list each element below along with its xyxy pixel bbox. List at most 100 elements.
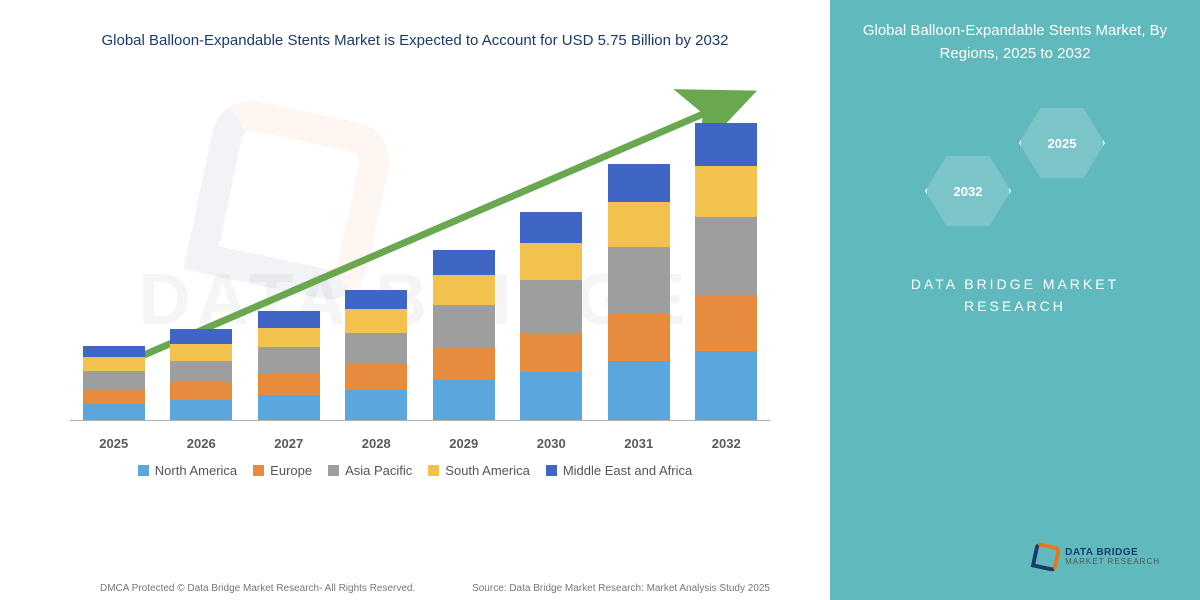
bar-segment xyxy=(83,357,145,370)
bars-container xyxy=(70,91,770,421)
bar-stack xyxy=(520,212,582,420)
bar-segment xyxy=(345,290,407,310)
bar-segment xyxy=(258,395,320,420)
right-panel-title: Global Balloon-Expandable Stents Market,… xyxy=(830,0,1200,115)
bar-column xyxy=(520,212,582,420)
right-panel: Global Balloon-Expandable Stents Market,… xyxy=(830,0,1200,600)
logo-mark-icon xyxy=(1031,542,1062,573)
bar-segment xyxy=(433,347,495,380)
bar-column xyxy=(258,311,320,420)
bar-segment xyxy=(608,247,670,313)
hex-year-end-label: 2032 xyxy=(954,184,983,199)
bar-segment xyxy=(83,346,145,358)
legend-swatch-icon xyxy=(138,465,149,476)
bar-segment xyxy=(520,372,582,420)
bar-stack xyxy=(170,329,232,420)
bar-stack xyxy=(433,250,495,420)
bar-segment xyxy=(170,361,232,382)
legend-label: North America xyxy=(155,463,237,478)
bar-segment xyxy=(258,328,320,348)
bar-segment xyxy=(608,361,670,420)
bar-segment xyxy=(83,404,145,421)
legend-item: Asia Pacific xyxy=(328,463,412,478)
bar-segment xyxy=(170,400,232,420)
bar-column xyxy=(170,329,232,420)
legend-swatch-icon xyxy=(328,465,339,476)
legend-item: Middle East and Africa xyxy=(546,463,692,478)
bar-segment xyxy=(433,250,495,275)
bar-segment xyxy=(695,295,757,351)
x-axis-labels: 20252026202720282029203020312032 xyxy=(70,436,770,451)
brand-line-2: RESEARCH xyxy=(911,295,1119,317)
bar-segment xyxy=(433,305,495,348)
bar-segment xyxy=(258,374,320,395)
x-axis-label: 2027 xyxy=(258,436,320,451)
brand-line-1: DATA BRIDGE MARKET xyxy=(911,273,1119,295)
footer: DMCA Protected © Data Bridge Market Rese… xyxy=(0,583,830,594)
bar-stack xyxy=(608,164,670,420)
bar-segment xyxy=(83,371,145,389)
legend-swatch-icon xyxy=(253,465,264,476)
legend-label: Middle East and Africa xyxy=(563,463,692,478)
logo-text: DATA BRIDGE MARKET RESEARCH xyxy=(1065,547,1160,567)
bar-stack xyxy=(695,123,757,420)
bar-column xyxy=(695,123,757,420)
legend-label: South America xyxy=(445,463,530,478)
bar-segment xyxy=(345,309,407,332)
bar-segment xyxy=(170,329,232,344)
x-axis-label: 2032 xyxy=(695,436,757,451)
x-axis-label: 2029 xyxy=(433,436,495,451)
bar-segment xyxy=(608,164,670,202)
bar-segment xyxy=(608,313,670,361)
chart-title: Global Balloon-Expandable Stents Market … xyxy=(60,30,770,51)
bar-column xyxy=(433,250,495,420)
infographic-root: DATA BRIDGE Global Balloon-Expandable St… xyxy=(0,0,1200,600)
bar-segment xyxy=(520,280,582,333)
hex-year-start-label: 2025 xyxy=(1048,136,1077,151)
bar-segment xyxy=(170,344,232,361)
bar-segment xyxy=(695,351,757,420)
legend-item: South America xyxy=(428,463,530,478)
bar-segment xyxy=(695,217,757,295)
hex-year-end: 2032 xyxy=(925,153,1011,229)
legend: North America Europe Asia Pacific South Ame… xyxy=(60,463,770,478)
legend-label: Europe xyxy=(270,463,312,478)
bar-stack xyxy=(345,290,407,420)
footer-source: Source: Data Bridge Market Research: Mar… xyxy=(472,583,770,594)
bar-segment xyxy=(433,380,495,420)
brand-text: DATA BRIDGE MARKET RESEARCH xyxy=(911,273,1119,318)
logo: DATA BRIDGE MARKET RESEARCH xyxy=(1033,544,1160,570)
footer-copyright: DMCA Protected © Data Bridge Market Rese… xyxy=(100,583,415,594)
legend-item: Europe xyxy=(253,463,312,478)
chart-panel: DATA BRIDGE Global Balloon-Expandable St… xyxy=(0,0,830,600)
legend-swatch-icon xyxy=(428,465,439,476)
bar-segment xyxy=(695,123,757,166)
bar-stack xyxy=(83,346,145,420)
x-axis-label: 2031 xyxy=(608,436,670,451)
bar-segment xyxy=(345,333,407,364)
bar-segment xyxy=(345,390,407,420)
bar-column xyxy=(608,164,670,420)
bar-segment xyxy=(170,382,232,400)
logo-line-2: MARKET RESEARCH xyxy=(1065,558,1160,567)
legend-swatch-icon xyxy=(546,465,557,476)
bar-segment xyxy=(258,347,320,373)
legend-label: Asia Pacific xyxy=(345,463,412,478)
bar-segment xyxy=(83,389,145,404)
x-axis-label: 2028 xyxy=(345,436,407,451)
hex-year-start: 2025 xyxy=(1019,105,1105,181)
bar-segment xyxy=(608,202,670,247)
bar-stack xyxy=(258,311,320,420)
bar-segment xyxy=(520,333,582,373)
year-hex-group: 2025 2032 xyxy=(925,105,1105,245)
bar-segment xyxy=(520,243,582,279)
bar-segment xyxy=(695,166,757,217)
bar-column xyxy=(83,346,145,420)
legend-item: North America xyxy=(138,463,237,478)
bar-segment xyxy=(345,364,407,390)
bar-column xyxy=(345,290,407,420)
bar-segment xyxy=(433,275,495,305)
x-axis-label: 2025 xyxy=(83,436,145,451)
x-axis-label: 2026 xyxy=(170,436,232,451)
bar-segment xyxy=(520,212,582,243)
